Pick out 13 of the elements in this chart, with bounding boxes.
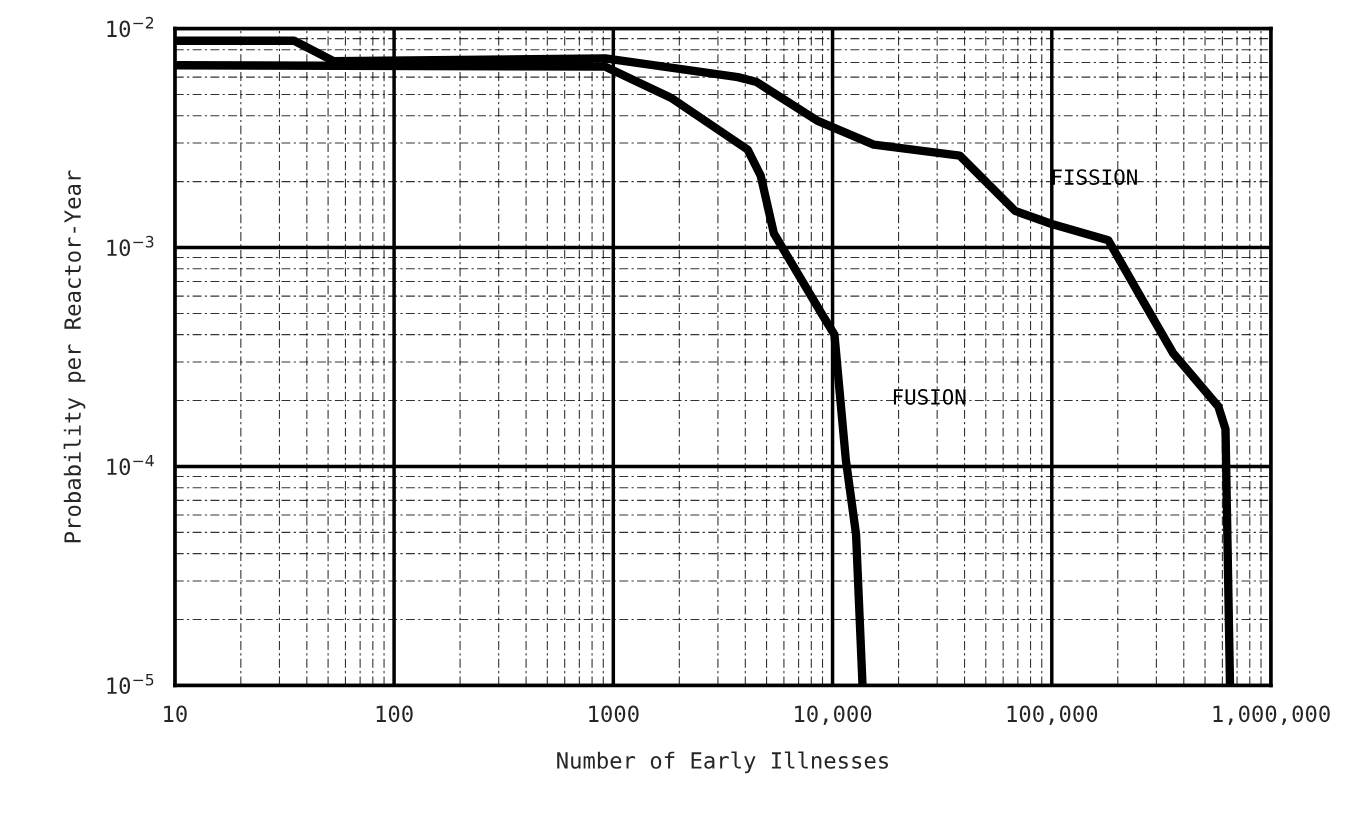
x-axis-title: Number of Early Illnesses	[557, 751, 888, 774]
series-label: FISSION	[1052, 169, 1137, 185]
y-tick-label: 10$^{−4}$	[107, 454, 154, 476]
y-tick-label: 10$^{−5}$	[107, 673, 154, 695]
x-tick-label: 100	[376, 705, 413, 723]
x-tick-label: 100,000	[1007, 705, 1098, 725]
y-axis-title: Probability per Reactor-Year	[63, 170, 86, 543]
x-tick-label: 10,000	[795, 705, 872, 725]
x-tick-label: 10	[164, 705, 187, 723]
x-tick-label: 1,000,000	[1213, 705, 1330, 725]
y-tick-label: 10$^{−3}$	[107, 235, 154, 257]
x-tick-label: 1000	[589, 705, 639, 723]
y-tick-label: 10$^{−2}$	[107, 16, 154, 38]
